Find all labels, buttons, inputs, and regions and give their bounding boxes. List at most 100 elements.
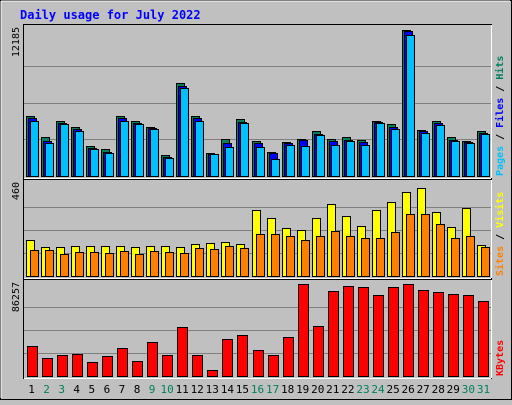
bar-sites-day-29 <box>451 238 460 277</box>
bar-sites-day-16 <box>256 234 265 277</box>
bar-kbytes-day-27 <box>418 290 429 377</box>
bar-pages-day-19 <box>301 146 310 177</box>
x-label-day-10: 10 <box>160 383 173 396</box>
bar-sites-day-25 <box>391 232 400 277</box>
legend-separator: / <box>495 80 506 98</box>
x-label-day-5: 5 <box>88 383 95 396</box>
bar-sites-day-23 <box>361 238 370 277</box>
legend-hits: Hits <box>494 56 506 80</box>
x-label-day-15: 15 <box>236 383 249 396</box>
x-label-day-18: 18 <box>281 383 294 396</box>
bar-kbytes-day-14 <box>222 339 233 377</box>
x-label-day-4: 4 <box>73 383 80 396</box>
bar-pages-day-26 <box>406 35 415 177</box>
bar-kbytes-day-3 <box>57 355 68 377</box>
x-label-day-8: 8 <box>134 383 141 396</box>
x-label-day-19: 19 <box>296 383 309 396</box>
bar-sites-day-31 <box>481 247 490 277</box>
x-label-day-9: 9 <box>149 383 156 396</box>
x-label-day-30: 30 <box>462 383 475 396</box>
bar-kbytes-day-11 <box>177 327 188 377</box>
legend-files: Files <box>494 98 506 128</box>
bar-pages-day-30 <box>466 143 475 177</box>
x-label-day-24: 24 <box>371 383 385 396</box>
bar-sites-day-19 <box>301 240 310 277</box>
bar-pages-day-2 <box>45 143 54 177</box>
bar-pages-day-13 <box>210 154 219 177</box>
bar-sites-day-7 <box>120 251 129 277</box>
bar-sites-day-10 <box>165 252 174 277</box>
bar-pages-day-23 <box>361 145 370 177</box>
bar-kbytes-day-31 <box>478 301 489 377</box>
bar-pages-day-16 <box>256 147 265 177</box>
bar-sites-day-3 <box>60 254 69 277</box>
legend-pages: Pages <box>495 146 506 176</box>
bar-pages-day-22 <box>346 141 355 177</box>
bar-pages-day-28 <box>436 125 445 177</box>
bar-pages-day-12 <box>195 121 204 177</box>
bar-kbytes-day-23 <box>358 287 369 377</box>
bar-sites-day-28 <box>436 224 445 277</box>
bar-pages-day-14 <box>225 147 234 177</box>
bar-kbytes-day-17 <box>268 355 279 377</box>
bar-pages-day-11 <box>180 88 189 177</box>
bar-pages-day-20 <box>316 135 325 177</box>
x-label-day-20: 20 <box>311 383 324 396</box>
bar-pages-day-27 <box>421 133 430 177</box>
legend-hits-files-pages: Pages / Files / Hits <box>494 56 506 176</box>
bar-sites-day-14 <box>225 246 234 277</box>
chart-title: Daily usage for July 2022 <box>20 8 201 22</box>
bar-kbytes-day-16 <box>253 350 264 377</box>
bar-kbytes-day-21 <box>328 291 339 377</box>
bar-kbytes-day-19 <box>298 284 309 377</box>
bar-sites-day-11 <box>180 253 189 277</box>
bar-kbytes-day-4 <box>72 354 83 377</box>
bar-kbytes-day-9 <box>147 342 158 377</box>
y-max-label: 12185 <box>11 27 22 57</box>
x-label-day-11: 11 <box>176 383 189 396</box>
bar-sites-day-20 <box>316 236 325 277</box>
x-label-day-16: 16 <box>251 383 264 396</box>
bar-sites-day-26 <box>406 214 415 277</box>
bar-sites-day-21 <box>331 231 340 277</box>
legend-kbytes: KBytes <box>495 340 506 376</box>
bar-kbytes-day-18 <box>283 337 294 377</box>
bar-kbytes-day-15 <box>237 335 248 377</box>
bar-pages-day-17 <box>271 159 280 177</box>
panel-kbytes: 86257 KBytes <box>11 279 506 379</box>
bar-kbytes-day-28 <box>433 292 444 377</box>
bar-pages-day-6 <box>105 153 114 177</box>
bar-sites-day-5 <box>90 252 99 277</box>
bar-pages-day-1 <box>30 121 39 177</box>
x-label-day-26: 26 <box>401 383 414 396</box>
legend-visits: Visits <box>494 192 506 228</box>
bar-sites-day-30 <box>466 236 475 277</box>
x-label-day-17: 17 <box>266 383 279 396</box>
bar-kbytes-day-10 <box>162 355 173 377</box>
bar-kbytes-day-1 <box>27 346 38 377</box>
legend-visits-sites: Sites / Visits <box>494 192 506 276</box>
bar-pages-day-5 <box>90 149 99 177</box>
bar-pages-day-10 <box>165 158 174 177</box>
bar-sites-day-17 <box>271 234 280 277</box>
bar-pages-day-21 <box>331 145 340 177</box>
legend-separator: / <box>495 128 506 146</box>
bar-kbytes-day-13 <box>207 370 218 377</box>
y-max-label: 460 <box>11 182 22 200</box>
bar-pages-day-15 <box>240 123 249 177</box>
x-label-day-31: 31 <box>477 383 490 396</box>
bar-kbytes-day-25 <box>388 287 399 377</box>
bar-kbytes-day-30 <box>463 295 474 377</box>
x-axis-labels: 1 2 3 4 5 6 7 8 9 10 11 12 13 14 15 16 17 18 19 20 21 22 23 24 2… <box>28 383 490 396</box>
bar-sites-day-1 <box>30 250 39 277</box>
bar-pages-day-29 <box>451 141 460 177</box>
bar-pages-day-18 <box>286 145 295 177</box>
bar-pages-day-9 <box>150 129 159 177</box>
bar-kbytes-day-12 <box>192 355 203 377</box>
x-label-day-25: 25 <box>386 383 399 396</box>
x-label-day-21: 21 <box>326 383 339 396</box>
x-label-day-6: 6 <box>104 383 111 396</box>
bar-kbytes-day-20 <box>313 326 324 377</box>
x-label-day-12: 12 <box>191 383 204 396</box>
